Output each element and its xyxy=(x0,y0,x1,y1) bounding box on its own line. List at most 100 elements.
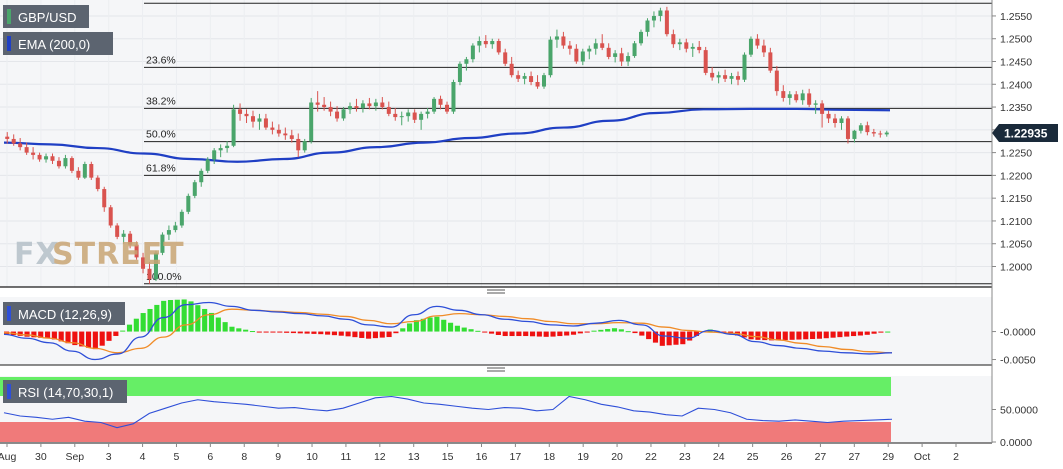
candle-body xyxy=(393,113,398,118)
macd-histogram-bar xyxy=(557,331,563,337)
time-tick-label: 22 xyxy=(645,451,657,463)
candle-body xyxy=(664,10,669,35)
macd-histogram-bar xyxy=(304,331,310,334)
macd-histogram xyxy=(4,299,891,350)
macd-histogram-bar xyxy=(372,331,378,339)
candle-body xyxy=(457,63,462,82)
macd-histogram-bar xyxy=(646,331,652,340)
candle-body xyxy=(89,164,94,178)
candle-body xyxy=(302,141,307,151)
macd-histogram-bar xyxy=(591,330,597,332)
rsi-badge-marker xyxy=(7,384,11,399)
macd-histogram-bar xyxy=(543,331,549,337)
macd-histogram-bar xyxy=(38,331,44,338)
macd-histogram-bar xyxy=(420,318,426,332)
price-tick-label: 1.2350 xyxy=(1000,102,1032,114)
macd-histogram-bar xyxy=(673,331,679,345)
candle-body xyxy=(438,98,443,105)
candle-body xyxy=(729,76,734,79)
candle-body xyxy=(238,109,243,114)
candle-body xyxy=(671,34,676,45)
macd-histogram-bar xyxy=(796,331,802,340)
macd-histogram-bar xyxy=(782,331,788,341)
fib-label: 38.2% xyxy=(146,95,176,107)
macd-histogram-bar xyxy=(529,331,536,337)
macd-histogram-bar xyxy=(482,331,488,333)
macd-histogram-bar xyxy=(427,317,433,332)
macd-histogram-bar xyxy=(195,305,201,332)
macd-histogram-bar xyxy=(536,331,542,337)
macd-histogram-bar xyxy=(154,304,160,332)
candle-body xyxy=(412,112,417,120)
macd-histogram-bar xyxy=(454,325,460,332)
time-tick-label: 6 xyxy=(207,451,213,463)
macd-histogram-bar xyxy=(92,331,98,350)
candle-body xyxy=(419,113,424,120)
symbol-badge-bg xyxy=(3,5,89,28)
candle-body xyxy=(205,159,210,171)
candle-body xyxy=(153,252,158,280)
pane-splitter-1[interactable] xyxy=(487,289,505,294)
time-tick-label: 16 xyxy=(476,451,488,463)
macd-histogram-bar xyxy=(215,317,221,332)
time-tick-label: 15 xyxy=(442,451,454,463)
rsi-oversold-zone xyxy=(0,422,891,442)
macd-histogram-bar xyxy=(140,313,146,332)
watermark-street: STREET xyxy=(52,237,185,272)
fxstreet-watermark: FX STREET xyxy=(14,237,185,272)
time-tick-label: 23 xyxy=(679,451,691,463)
macd-histogram-bar xyxy=(441,319,447,332)
macd-histogram-bar xyxy=(106,331,112,341)
time-tick-label: 18 xyxy=(543,451,555,463)
macd-histogram-bar xyxy=(618,329,624,332)
ema-badge-marker xyxy=(7,36,11,51)
macd-tick-label: -0.0050 xyxy=(1000,355,1036,367)
candle-body xyxy=(367,103,372,107)
candle-body xyxy=(567,45,572,49)
candle-body xyxy=(354,106,359,108)
candle-body xyxy=(574,48,579,62)
candle-body xyxy=(128,233,133,245)
macd-histogram-bar xyxy=(331,331,337,336)
candle-body xyxy=(826,113,831,119)
macd-histogram-bar xyxy=(584,331,590,333)
rsi-axis: 50.0000 0.0000 xyxy=(992,405,1038,449)
candle-body xyxy=(587,48,592,52)
candles xyxy=(5,6,889,284)
macd-histogram-bar xyxy=(229,326,235,332)
macd-histogram-bar xyxy=(516,331,522,337)
time-tick-label: 30 xyxy=(35,451,47,463)
candle-body xyxy=(451,82,456,112)
macd-histogram-bar xyxy=(407,323,413,332)
macd-histogram-bar xyxy=(270,331,276,333)
macd-badge-marker xyxy=(7,306,11,321)
candle-body xyxy=(626,56,631,62)
macd-histogram-bar xyxy=(386,331,392,338)
candle-body xyxy=(852,130,857,139)
pane-splitter-2[interactable] xyxy=(487,367,505,372)
macd-histogram-bar xyxy=(878,331,884,333)
macd-histogram-bar xyxy=(570,331,577,335)
time-tick-label: 20 xyxy=(611,451,623,463)
macd-histogram-bar xyxy=(31,331,37,338)
time-tick-label: 12 xyxy=(374,451,386,463)
price-panel-bg xyxy=(0,0,992,287)
macd-histogram-bar xyxy=(611,328,618,332)
candle-body xyxy=(289,135,294,139)
candle-body xyxy=(464,59,469,64)
macd-histogram-bar xyxy=(345,331,351,337)
macd-histogram-bar xyxy=(17,331,23,336)
macd-histogram-bar xyxy=(222,322,228,332)
candle-body xyxy=(270,127,275,130)
time-tick-label: Sep xyxy=(65,451,84,463)
rsi-tick-label: 50.0000 xyxy=(1000,405,1038,417)
price-tick-label: 1.2450 xyxy=(1000,57,1032,69)
time-tick-label: 17 xyxy=(510,451,522,463)
candle-body xyxy=(263,118,268,128)
macd-histogram-bar xyxy=(188,301,194,332)
macd-histogram-bar xyxy=(58,331,64,342)
candle-body xyxy=(619,53,624,62)
time-tick-label: 26 xyxy=(781,451,793,463)
